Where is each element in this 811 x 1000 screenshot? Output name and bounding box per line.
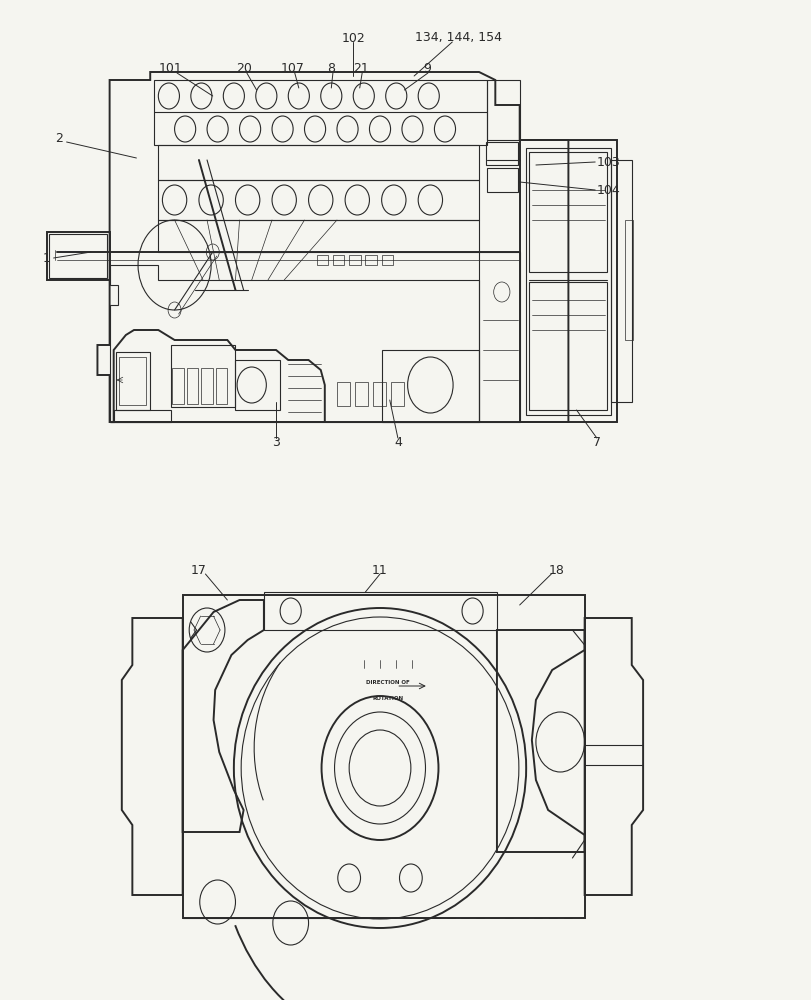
Bar	[333, 255, 344, 265]
Text: ROTATION: ROTATION	[372, 696, 403, 700]
Text: 7: 7	[592, 436, 600, 448]
Text: 101: 101	[158, 62, 182, 75]
Bar	[172, 368, 183, 404]
Text: 3: 3	[272, 436, 280, 448]
Bar	[49, 234, 107, 278]
Text: 21: 21	[353, 62, 369, 75]
Bar	[390, 382, 403, 406]
Bar	[316, 255, 328, 265]
Text: 4: 4	[393, 436, 401, 448]
Text: 1: 1	[43, 251, 51, 264]
Bar	[337, 382, 350, 406]
Text: 9: 9	[423, 62, 431, 75]
Text: 102: 102	[341, 31, 365, 44]
Text: 107: 107	[280, 62, 304, 75]
Text: DIRECTION OF: DIRECTION OF	[366, 680, 410, 686]
Bar	[372, 382, 385, 406]
Bar	[365, 255, 376, 265]
Text: 20: 20	[235, 62, 251, 75]
Bar	[201, 368, 212, 404]
Text: 103: 103	[596, 155, 620, 168]
Bar	[216, 368, 227, 404]
Bar	[354, 382, 367, 406]
Bar	[381, 255, 393, 265]
Text: 104: 104	[596, 184, 620, 196]
Text: 2: 2	[55, 131, 63, 144]
Text: 17: 17	[191, 564, 207, 576]
Text: 8: 8	[327, 62, 335, 75]
Text: 134, 144, 154: 134, 144, 154	[414, 31, 502, 44]
Text: 11: 11	[371, 564, 388, 576]
Bar	[187, 368, 198, 404]
Bar	[118, 357, 146, 405]
Text: 18: 18	[547, 564, 564, 576]
Bar	[349, 255, 360, 265]
